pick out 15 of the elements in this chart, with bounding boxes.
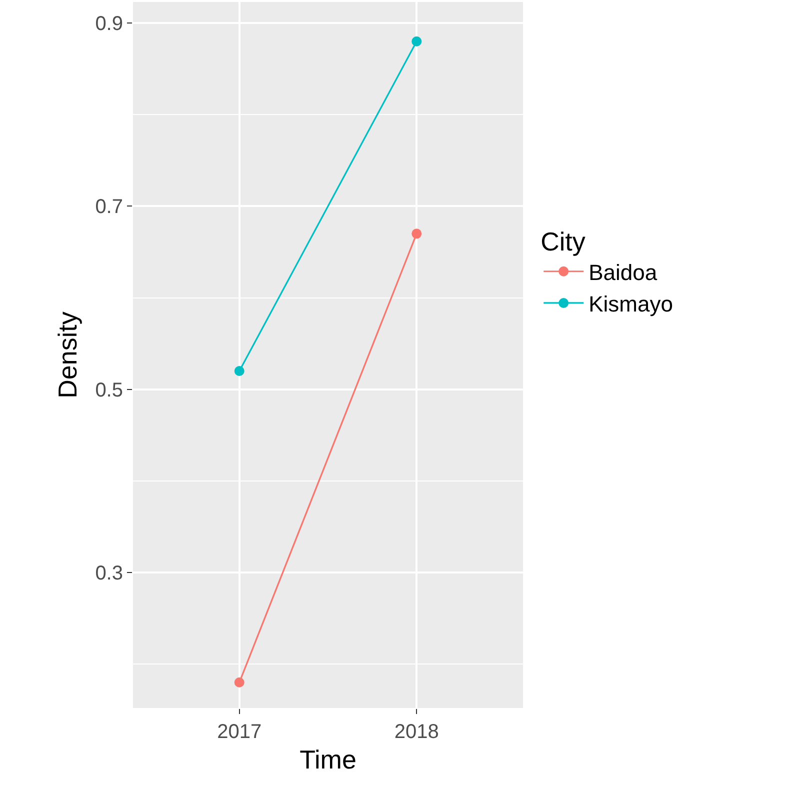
legend-title: City (540, 226, 586, 257)
x-axis-title: Time (300, 744, 356, 775)
x-tick-label: 2017 (217, 721, 262, 743)
point (234, 677, 244, 688)
x-tick-label: 2018 (394, 721, 439, 743)
point (412, 36, 422, 46)
legend-label: Kismayo (588, 292, 673, 317)
legend-label: Baidoa (588, 260, 658, 285)
y-tick-label: 0.5 (95, 379, 123, 402)
y-axis-title: Density (52, 312, 83, 398)
y-tick-label: 0.3 (95, 562, 123, 584)
y-tick-label: 0.7 (95, 196, 123, 218)
y-tick-label: 0.9 (95, 13, 123, 36)
point (234, 366, 244, 376)
point (412, 228, 422, 239)
